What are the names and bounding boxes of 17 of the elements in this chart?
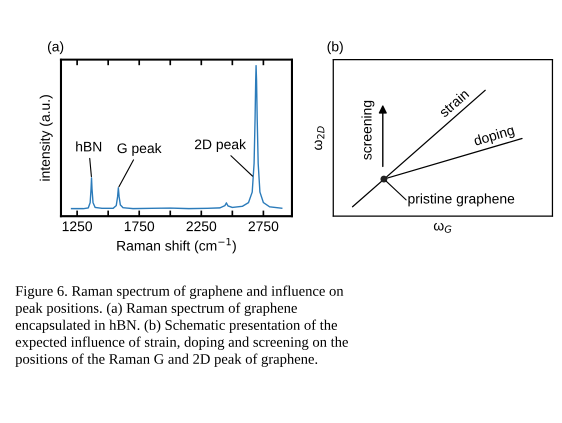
text: screening: [361, 100, 374, 160]
x-axis-title: Raman shift (cm$^{−1}$): [117, 238, 236, 254]
x-tick-label: 1250: [62, 221, 92, 232]
annotation: 2D peak: [194, 139, 246, 152]
text: pristine graphene: [408, 193, 514, 206]
text: ω$_{G}$: [434, 222, 452, 233]
text: (b): [328, 41, 343, 54]
y-axis-title: intensity (a.u.): [40, 95, 53, 181]
x-tick-label: 1750: [124, 221, 154, 232]
text: doping: [473, 124, 516, 148]
annotation: G peak: [117, 142, 162, 156]
x-tick-label: 2750: [248, 221, 278, 232]
text: ω$_{2D}$: [314, 126, 324, 150]
annotation: hBN: [76, 141, 102, 152]
caption: Figure 6. Raman spectrum of graphene and influence on peak positions. (a) Raman spectrum of graphene encapsulated in hBN. (b) Schematic presentation of the expected influence of strain, doping and screening on the positions of the Raman G and 2D peak of graphene.: [15, 286, 348, 367]
x-tick-label: 2250: [186, 221, 216, 232]
chart-title: (a): [48, 41, 64, 54]
